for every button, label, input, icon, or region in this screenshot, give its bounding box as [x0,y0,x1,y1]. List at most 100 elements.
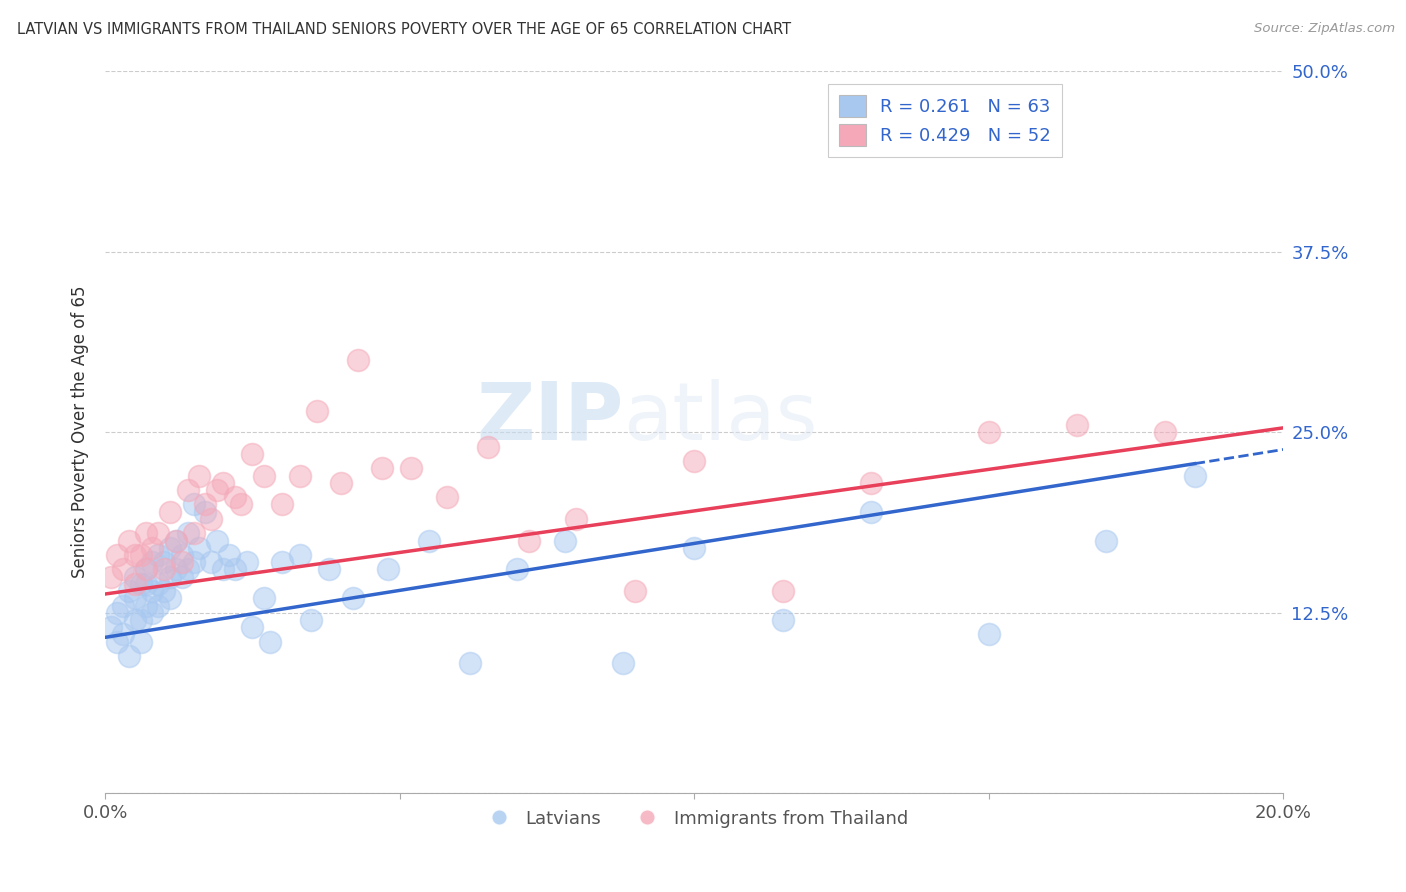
Point [124,569,146,583]
Point [135,599,157,613]
Point [1066,417,1088,432]
Point [165,562,187,576]
Text: Source: ZipAtlas.com: Source: ZipAtlas.com [1254,22,1395,36]
Point [401,461,423,475]
Point [218,548,240,562]
Point [342,591,364,606]
Point [212,562,235,576]
Point [772,584,794,599]
Point [129,548,152,562]
Point [170,555,193,569]
Point [253,468,276,483]
Point [683,541,706,555]
Point [124,591,146,606]
Point [288,468,311,483]
Point [159,505,181,519]
Point [772,613,794,627]
Point [188,468,211,483]
Point [118,649,141,664]
Point [105,634,128,648]
Point [418,533,440,548]
Point [299,613,322,627]
Point [1184,468,1206,483]
Point [554,533,576,548]
Point [153,584,176,599]
Point [124,613,146,627]
Point [318,562,340,576]
Point [148,526,170,541]
Point [212,475,235,490]
Point [111,562,134,576]
Point [194,498,217,512]
Point [347,353,370,368]
Point [288,548,311,562]
Point [859,475,882,490]
Point [624,584,647,599]
Point [148,577,170,591]
Point [141,541,163,555]
Point [148,548,170,562]
Point [129,577,152,591]
Point [159,569,181,583]
Point [436,490,458,504]
Y-axis label: Seniors Poverty Over the Age of 65: Seniors Poverty Over the Age of 65 [72,286,89,578]
Point [977,627,1000,641]
Point [100,620,122,634]
Point [159,541,181,555]
Text: LATVIAN VS IMMIGRANTS FROM THAILAND SENIORS POVERTY OVER THE AGE OF 65 CORRELATI: LATVIAN VS IMMIGRANTS FROM THAILAND SENI… [17,22,792,37]
Point [229,498,252,512]
Point [129,613,152,627]
Point [124,577,146,591]
Point [153,555,176,569]
Point [135,526,157,541]
Point [205,483,228,497]
Point [224,562,246,576]
Point [148,599,170,613]
Point [329,475,352,490]
Point [612,657,634,671]
Point [253,591,276,606]
Point [242,620,264,634]
Point [183,526,205,541]
Point [235,555,257,569]
Point [170,569,193,583]
Point [200,555,222,569]
Point [565,512,588,526]
Point [124,548,146,562]
Point [377,562,399,576]
Point [141,555,163,569]
Point [683,454,706,468]
Point [165,533,187,548]
Point [153,562,176,576]
Point [176,562,198,576]
Point [111,599,134,613]
Point [224,490,246,504]
Point [859,505,882,519]
Point [188,541,211,555]
Point [118,584,141,599]
Point [977,425,1000,440]
Point [307,403,329,417]
Point [176,483,198,497]
Point [170,548,193,562]
Point [242,447,264,461]
Point [477,440,499,454]
Point [135,562,157,576]
Point [135,562,157,576]
Point [141,606,163,620]
Point [141,584,163,599]
Point [183,498,205,512]
Point [506,562,529,576]
Point [105,606,128,620]
Text: atlas: atlas [623,379,818,457]
Legend: Latvians, Immigrants from Thailand: Latvians, Immigrants from Thailand [474,803,915,835]
Point [270,498,292,512]
Point [183,555,205,569]
Point [100,569,122,583]
Point [135,577,157,591]
Text: ZIP: ZIP [477,379,623,457]
Point [259,634,281,648]
Point [371,461,394,475]
Point [194,505,217,519]
Point [1154,425,1177,440]
